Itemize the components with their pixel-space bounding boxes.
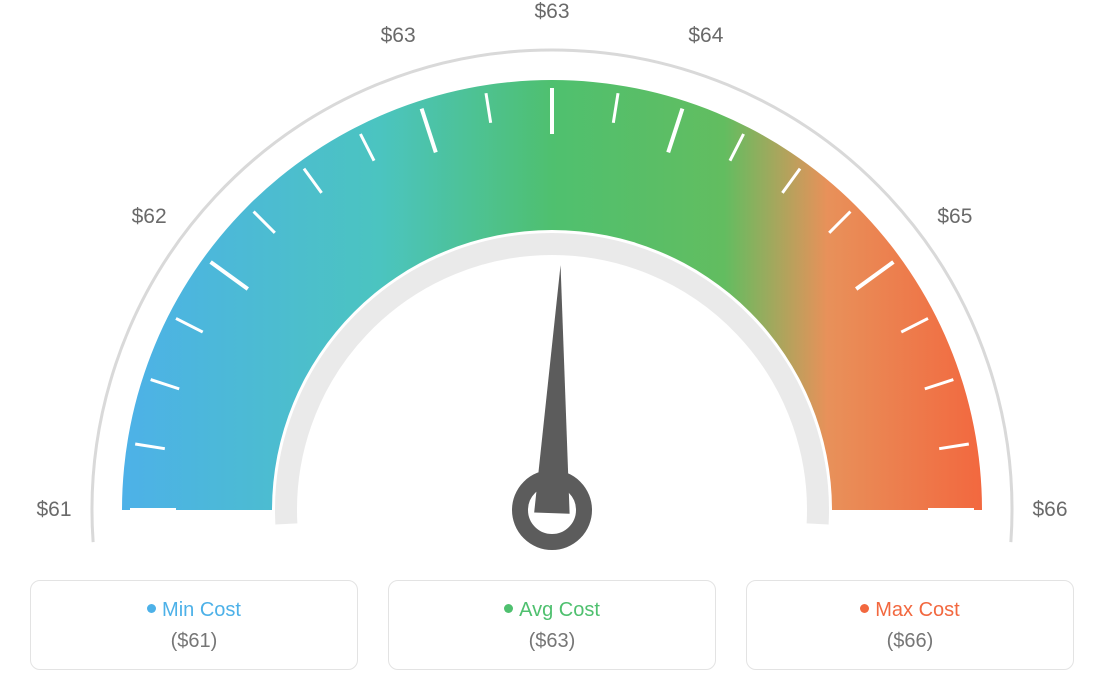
- tick-label: $61: [36, 498, 71, 522]
- legend-title-text: Max Cost: [875, 599, 959, 621]
- legend-card-avg: Avg Cost ($63): [388, 580, 716, 670]
- tick-label: $63: [381, 24, 416, 48]
- legend-value: ($63): [399, 630, 705, 653]
- legend-dot-icon: [860, 604, 869, 613]
- legend-dot-icon: [147, 604, 156, 613]
- legend-title: Min Cost: [41, 599, 347, 622]
- legend-title-text: Avg Cost: [519, 599, 600, 621]
- tick-label: $62: [132, 205, 167, 229]
- legend-value: ($66): [757, 630, 1063, 653]
- legend-card-max: Max Cost ($66): [746, 580, 1074, 670]
- legend-row: Min Cost ($61) Avg Cost ($63) Max Cost ($66): [0, 580, 1104, 670]
- gauge-container: $61 $62 $63 $63 $64 $65 $66: [0, 0, 1104, 570]
- tick-label: $66: [1032, 498, 1067, 522]
- legend-card-min: Min Cost ($61): [30, 580, 358, 670]
- tick-label: $65: [937, 205, 972, 229]
- legend-title: Avg Cost: [399, 599, 705, 622]
- tick-label: $64: [688, 24, 723, 48]
- gauge-svg: [0, 0, 1104, 570]
- legend-title: Max Cost: [757, 599, 1063, 622]
- legend-title-text: Min Cost: [162, 599, 241, 621]
- legend-dot-icon: [504, 604, 513, 613]
- tick-label: $63: [534, 0, 569, 24]
- legend-value: ($61): [41, 630, 347, 653]
